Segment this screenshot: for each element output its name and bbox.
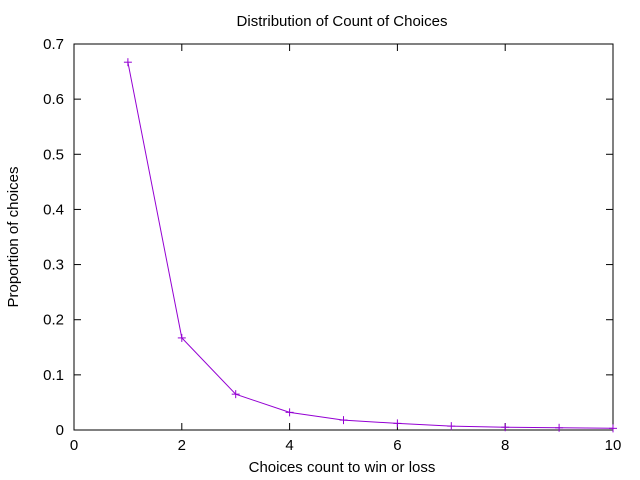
x-axis: 0 2 4 6 8 10 bbox=[70, 44, 622, 454]
x-tick-label: 0 bbox=[70, 437, 78, 454]
series-line bbox=[127, 62, 614, 429]
data-point-marker bbox=[285, 408, 294, 417]
x-tick-label: 10 bbox=[605, 437, 622, 454]
data-point-marker bbox=[231, 390, 240, 399]
y-tick-label: 0.7 bbox=[43, 36, 64, 53]
data-point-marker bbox=[501, 423, 510, 432]
data-point-marker bbox=[609, 424, 617, 433]
data-point-marker bbox=[393, 419, 402, 428]
data-point-marker bbox=[177, 333, 186, 342]
y-tick-label: 0.3 bbox=[43, 257, 64, 274]
x-tick-label: 8 bbox=[501, 437, 509, 454]
chart-title: Distribution of Count of Choices bbox=[237, 13, 448, 30]
y-tick-label: 0.1 bbox=[43, 367, 64, 384]
data-point-marker bbox=[555, 423, 564, 432]
data-point-marker bbox=[447, 422, 456, 431]
y-tick-label: 0.4 bbox=[43, 201, 64, 218]
series-layer bbox=[123, 58, 617, 433]
y-tick-label: 0.5 bbox=[43, 146, 64, 163]
y-tick-label: 0.6 bbox=[43, 91, 64, 108]
x-axis-label: Choices count to win or loss bbox=[249, 459, 436, 476]
x-tick-label: 6 bbox=[393, 437, 401, 454]
y-tick-label: 0.2 bbox=[43, 312, 64, 329]
y-axis: 0 0.1 0.2 0.3 0.4 0.5 0.6 0.7 bbox=[43, 36, 613, 439]
y-axis-label: Proportion of choices bbox=[5, 167, 22, 308]
plot-area-frame bbox=[73, 43, 614, 431]
x-tick-label: 4 bbox=[285, 437, 293, 454]
x-tick-label: 2 bbox=[178, 437, 186, 454]
data-point-marker bbox=[339, 416, 348, 425]
y-tick-label: 0 bbox=[56, 422, 64, 439]
data-point-marker bbox=[123, 58, 132, 67]
